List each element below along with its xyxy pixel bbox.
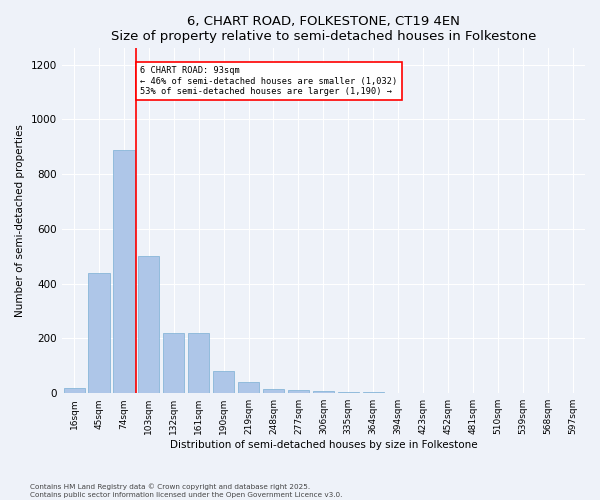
Bar (113, 150, 134, 393)
Text: 6 CHART ROAD: 93sqm
← 46% of semi-detached houses are smaller (1,032)
53% of sem: 6 CHART ROAD: 93sqm ← 46% of semi-detach… (140, 66, 397, 96)
Bar (288, 390, 309, 393)
Y-axis label: Number of semi-detached properties: Number of semi-detached properties (15, 124, 25, 317)
Bar (88, 273, 110, 393)
Bar (338, 392, 359, 393)
Bar (238, 382, 259, 393)
Bar (138, 256, 160, 393)
Bar (163, 333, 184, 393)
Bar (263, 389, 284, 393)
Bar (188, 333, 209, 393)
Bar (64, 388, 85, 393)
Bar (313, 391, 334, 393)
Title: 6, CHART ROAD, FOLKESTONE, CT19 4EN
Size of property relative to semi-detached h: 6, CHART ROAD, FOLKESTONE, CT19 4EN Size… (110, 15, 536, 43)
Bar (213, 372, 234, 393)
Text: Contains HM Land Registry data © Crown copyright and database right 2025.
Contai: Contains HM Land Registry data © Crown c… (30, 484, 343, 498)
Bar (362, 392, 384, 393)
X-axis label: Distribution of semi-detached houses by size in Folkestone: Distribution of semi-detached houses by … (170, 440, 477, 450)
